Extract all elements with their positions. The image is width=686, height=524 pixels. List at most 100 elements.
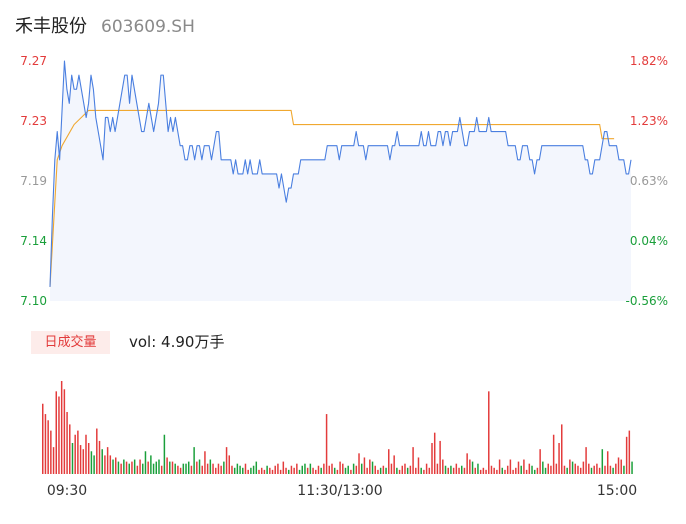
volume-bar [363,457,366,474]
y-right-tick-label: 0.04% [630,234,668,248]
volume-bar [293,467,295,474]
volume-bar [496,469,498,474]
volume-bar [312,467,314,474]
volume-bar [63,389,66,474]
volume-bar [371,461,374,474]
volume-bar [85,434,87,474]
volume-bar [277,463,279,474]
volume-bar [274,465,276,474]
y-left-tick-label: 7.10 [20,294,47,308]
volume-tab[interactable]: 日成交量 [31,331,110,354]
volume-bar [482,467,485,474]
volume-bar [344,467,347,474]
volume-bar [87,443,90,474]
volume-bar [120,463,122,474]
volume-bar [558,443,560,474]
volume-bar [331,463,333,474]
volume-bar [404,463,406,474]
volume-bar [101,449,103,474]
volume-bar [325,414,328,474]
volume-bar [350,469,352,474]
y-right-tick-label: 0.63% [630,174,668,188]
price-chart: 7.27 7.23 7.19 7.14 7.10 1.82% 1.23% 0.63% 0.04… [20,54,668,308]
volume-bar [563,465,566,474]
y-left-tick-label: 7.23 [20,114,47,128]
volume-bar [187,461,190,474]
volume-bar [561,424,563,474]
volume-bar [455,463,458,474]
volume-bar [125,461,128,474]
volume-bar [69,424,71,474]
volume-bar [396,467,398,474]
volume-bar [509,459,512,474]
volume-bar [323,463,325,474]
volume-bar [236,463,239,474]
volume-bar [574,463,577,474]
volume-bar [409,465,412,474]
volume-bar [377,469,379,474]
volume-bar [128,463,130,474]
volume-bar [533,469,536,474]
volume-bar [177,465,179,474]
volume-bar [301,465,303,474]
volume-bar [385,467,387,474]
y-left-tick-label: 7.14 [20,234,47,248]
volume-bar [501,467,504,474]
stock-name: 禾丰股份 [15,16,87,37]
volume-bar [263,469,266,474]
volume-bar [201,465,203,474]
volume-bar [401,465,404,474]
volume-bar [247,469,249,474]
x-axis-label: 09:30 [47,483,87,499]
volume-bar [179,467,182,474]
volume-bar [166,457,168,474]
volume-bar [96,428,98,474]
volume-x-labels: 09:30 11:30/13:00 15:00 [47,483,637,499]
volume-bar [55,391,58,474]
volume-bar [542,461,544,474]
volume-bar [317,465,320,474]
volume-bar [212,463,214,474]
price-area [50,61,631,301]
volume-bar [244,463,247,474]
volume-bar [304,463,306,474]
volume-bar [160,465,163,474]
volume-bar [406,467,409,474]
volume-bar [342,463,344,474]
volume-bar [309,463,312,474]
price-area-layer [50,61,631,301]
volume-bar [66,412,68,474]
volume-bar [174,463,176,474]
volume-bar [79,445,82,474]
volume-bar [450,465,452,474]
volume-bar [133,459,136,474]
volume-bar [209,459,212,474]
volume-bar [163,434,166,474]
volume-bar [555,463,558,474]
price-left-ticks: 7.27 7.23 7.19 7.14 7.10 [20,54,47,308]
volume-bar [185,463,187,474]
volume-bar [382,465,385,474]
volume-bar [52,447,55,474]
volume-bar [623,465,625,474]
x-axis-label: 11:30/13:00 [297,483,382,499]
volume-bar [109,455,112,474]
volume-bar [339,461,341,474]
volume-bar [485,469,487,474]
volume-bar [260,467,263,474]
volume-bar [225,447,228,474]
volume-bar [582,461,585,474]
volume-bar [252,465,255,474]
volume-bar [517,461,520,474]
volume-bar [596,463,598,474]
volume-bar [171,461,174,474]
volume-bar [279,469,282,474]
volume-bar [217,463,220,474]
volume-bar [196,461,198,474]
volume-bar [352,463,355,474]
volume-bar [620,459,622,474]
volume-bar [287,469,290,474]
volume-bar [390,463,393,474]
volume-bar [147,461,149,474]
volume-bar [42,403,44,474]
